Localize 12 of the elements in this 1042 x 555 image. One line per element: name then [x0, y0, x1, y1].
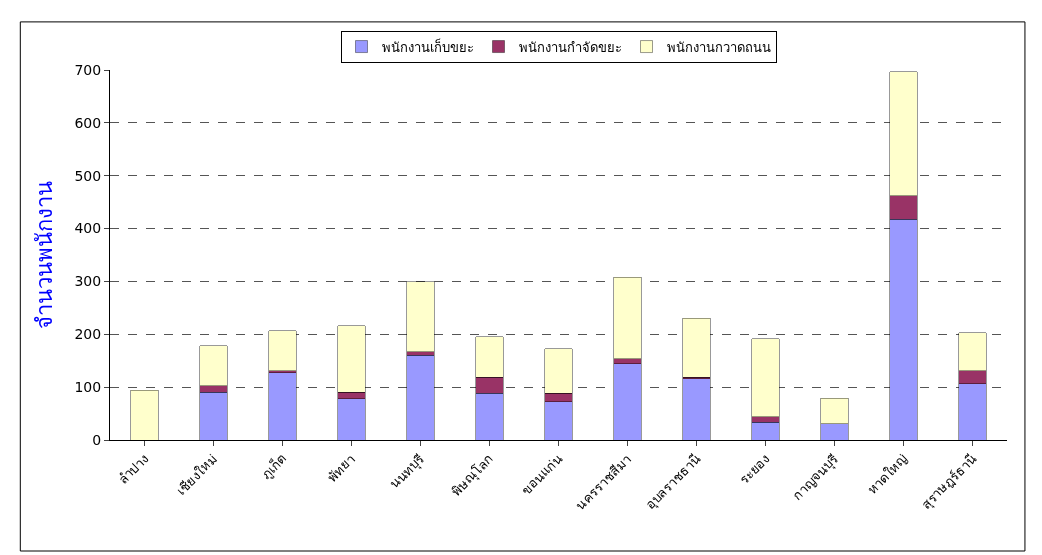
- y-tick-label: 600: [74, 114, 102, 131]
- y-tick-label: 500: [74, 167, 102, 184]
- legend-label: พนักงานกำจัดขยะ: [518, 39, 622, 55]
- y-tick-label: 100: [74, 379, 102, 396]
- y-tick-label: 0: [92, 431, 102, 448]
- y-axis-title: จำนวนพนักงาน: [32, 181, 58, 329]
- y-tick-label: 300: [74, 273, 102, 290]
- y-tick-label: 400: [74, 220, 102, 237]
- legend-label: พนักงานเก็บขยะ: [381, 37, 474, 55]
- y-tick-label: 700: [74, 61, 102, 78]
- y-tick-label: 200: [74, 326, 102, 343]
- legend-label: พนักงานกวาดถนน: [666, 39, 771, 55]
